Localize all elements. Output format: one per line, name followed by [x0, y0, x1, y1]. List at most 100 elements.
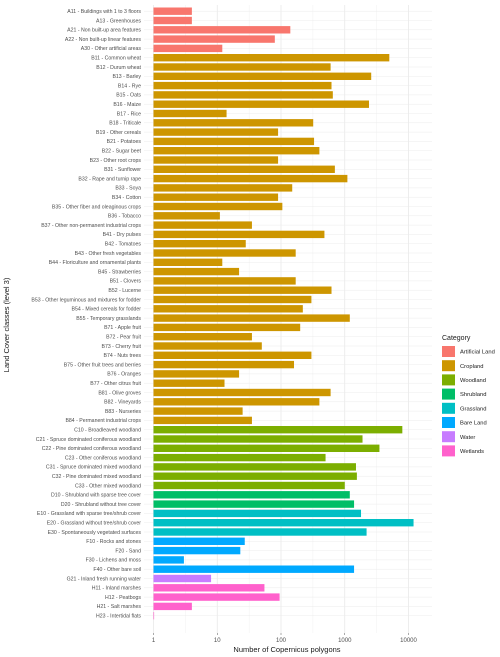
legend-swatch [442, 417, 455, 428]
bar [153, 463, 356, 471]
bar [153, 35, 275, 43]
category-label: B17 - Rice [117, 111, 141, 117]
category-label: C31 - Spruce dominated mixed woodland [46, 465, 141, 471]
bar [153, 537, 245, 545]
legend-label: Shrubland [460, 392, 486, 398]
legend-swatch [442, 388, 455, 400]
category-label: C21 - Spruce dominated coniferous woodla… [36, 437, 141, 443]
legend-swatch [442, 360, 455, 372]
category-label: B51 - Clovers [110, 279, 142, 285]
bar [153, 593, 280, 601]
bar [153, 212, 220, 220]
category-label: F10 - Rocks and stones [86, 539, 141, 545]
category-label: B54 - Mixed cereals for fodder [72, 307, 142, 313]
legend-label: Wetlands [460, 449, 484, 455]
bar [153, 258, 223, 266]
bar [153, 481, 345, 490]
bar [153, 305, 303, 313]
x-axis-title: Number of Copernicus polygons [233, 645, 340, 654]
bar [153, 165, 335, 173]
category-label: B35 - Other fiber and oleaginous crops [52, 204, 142, 210]
bar [153, 379, 225, 387]
bar [153, 370, 240, 378]
bar [153, 444, 380, 452]
bar [153, 602, 192, 611]
category-label: C23 - Other coniferous woodland [65, 455, 141, 461]
legend-label: Grassland [460, 406, 486, 412]
bar [153, 491, 350, 499]
bar [153, 314, 350, 322]
bar [153, 528, 367, 536]
category-label: B52 - Lucerne [108, 288, 141, 294]
category-label: G21 - Inland fresh running water [67, 576, 142, 582]
bar [153, 286, 332, 294]
bar [153, 16, 192, 25]
bar [153, 453, 326, 462]
bar [153, 435, 363, 443]
category-label: A30 - Other artificial areas [81, 46, 142, 52]
legend-label: Artificial Land [460, 350, 495, 356]
category-label: B15 - Oats [116, 93, 141, 99]
bar [153, 91, 333, 99]
bar [153, 323, 301, 332]
category-label: C22 - Pine dominated coniferous woodland [42, 446, 141, 452]
legend-swatch [442, 374, 455, 386]
bar [153, 100, 369, 108]
bar [153, 574, 212, 583]
category-label: B31 - Sunflower [104, 167, 141, 173]
bar [153, 509, 362, 518]
category-label: H23 - Intertidal flats [96, 614, 141, 620]
category-label: B44 - Floriculture and ornamental plants [49, 260, 142, 266]
category-label: B82 - Vineyards [104, 400, 141, 406]
category-label: H21 - Salt marshes [97, 604, 142, 610]
bar [153, 416, 252, 425]
bar [153, 72, 372, 80]
bar [153, 184, 293, 192]
category-label: B71 - Apple fruit [104, 325, 141, 331]
category-label: B19 - Other cereals [96, 130, 141, 136]
category-label: B41 - Dry pulses [103, 232, 142, 238]
category-label: A13 - Greenhouses [96, 18, 141, 24]
legend-swatch [442, 402, 455, 414]
category-label: B34 - Cotton [112, 195, 141, 201]
category-label: A22 - Non built-up linear features [65, 37, 142, 43]
category-label: E20 - Grassland without tree/shrub cover [47, 521, 142, 527]
bar [153, 240, 246, 248]
bar [153, 63, 331, 71]
bar [153, 333, 252, 341]
category-label: B72 - Pear fruit [106, 335, 141, 341]
bar [153, 556, 184, 564]
category-label: B76 - Oranges [107, 372, 141, 378]
category-label: B12 - Durum wheat [96, 65, 141, 71]
category-label: E30 - Spontaneously vegetated surfaces [48, 530, 142, 536]
category-label: B83 - Nurseries [105, 409, 141, 415]
bar [153, 193, 279, 201]
bar [153, 119, 314, 127]
category-label: B13 - Barley [112, 74, 141, 80]
bar [153, 54, 390, 62]
category-label: E10 - Grassland with sparse tree/shrub c… [37, 511, 141, 517]
bar [153, 351, 312, 359]
bar [153, 137, 315, 146]
bar [153, 388, 331, 397]
category-label: A11 - Buildings with 1 to 3 floors [67, 9, 141, 15]
bar [153, 407, 243, 415]
bar [153, 249, 296, 257]
category-label: H11 - Inland marshes [92, 586, 142, 592]
bar [153, 128, 279, 136]
legend-label: Water [460, 435, 475, 441]
category-label: F20 - Sand [115, 548, 141, 554]
bar [153, 342, 262, 350]
bar [153, 26, 291, 34]
bar [153, 221, 252, 229]
bar [153, 426, 403, 434]
bar [153, 230, 325, 239]
bar [153, 81, 332, 90]
category-label: H12 - Peatbogs [105, 595, 141, 601]
category-label: C32 - Pine dominated mixed woodland [52, 474, 141, 480]
x-tick-label: 1 [152, 638, 156, 644]
bars-group [153, 7, 414, 620]
bar [153, 277, 296, 285]
y-axis-title: Land Cover classes (level 3) [2, 277, 11, 372]
